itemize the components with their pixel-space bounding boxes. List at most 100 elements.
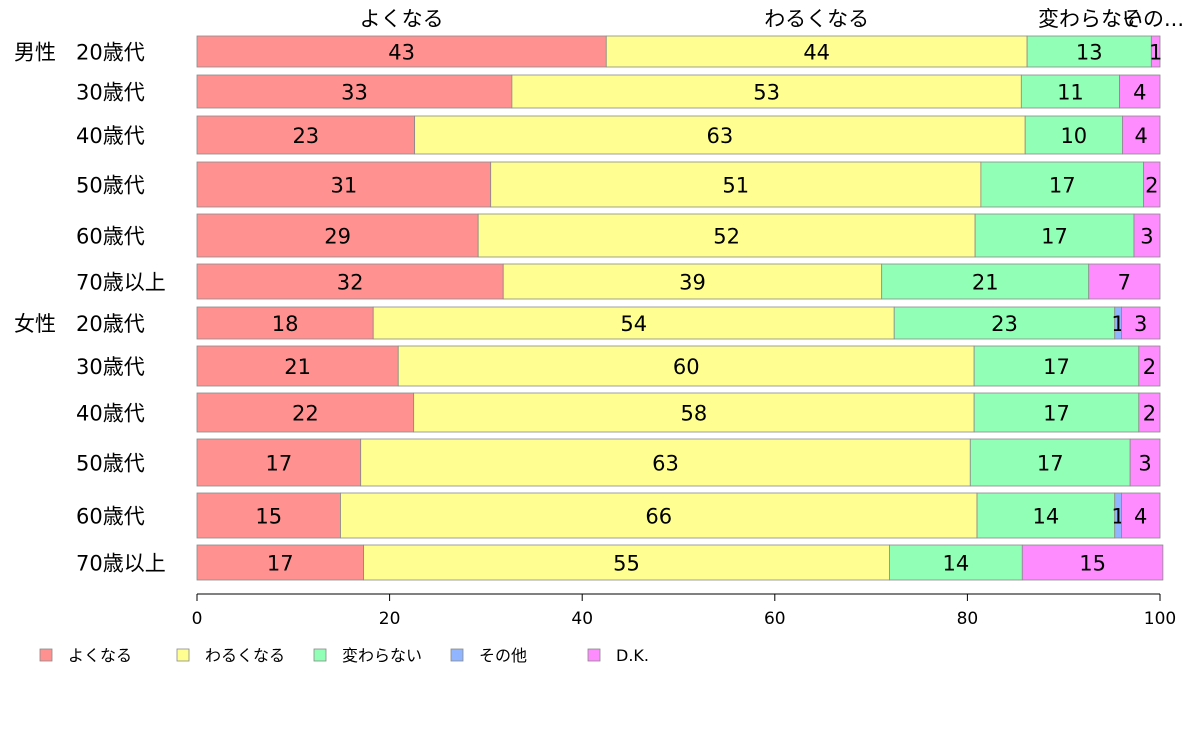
- data-label: 17: [265, 452, 292, 476]
- data-label: 17: [1037, 452, 1064, 476]
- category-label: 60歳代: [76, 505, 145, 529]
- bar-segment: [1138, 392, 1161, 433]
- data-label: 3: [1138, 452, 1151, 476]
- category-label: 40歳代: [76, 124, 145, 148]
- bar-segment: [196, 35, 607, 68]
- bar-segment: [980, 161, 1145, 208]
- data-label: 13: [1076, 41, 1103, 65]
- legend-label: わるくなる: [205, 646, 285, 665]
- bar-segment: [976, 492, 1116, 539]
- group-label: 男性: [14, 41, 56, 65]
- data-label: 17: [1043, 402, 1070, 426]
- bar-segment: [196, 74, 513, 109]
- bar-segment: [888, 544, 1023, 581]
- data-label: 18: [272, 312, 299, 336]
- bar-segment: [1119, 74, 1161, 109]
- data-label: 33: [341, 81, 368, 105]
- data-label: 54: [620, 312, 647, 336]
- top-label: よくなる: [360, 7, 444, 31]
- category-label: 20歳代: [76, 312, 145, 336]
- bar-segment: [1021, 544, 1164, 581]
- data-label: 44: [803, 41, 830, 65]
- top-label: 変わらない: [1038, 7, 1143, 31]
- data-label: 63: [652, 452, 679, 476]
- legend-swatch: [313, 648, 327, 662]
- data-label: 60: [673, 355, 700, 379]
- bar-segment: [1020, 74, 1120, 109]
- bar-segment: [1121, 492, 1161, 539]
- bar-segment: [1121, 306, 1161, 340]
- bar-segment: [414, 115, 1026, 155]
- data-label: 31: [330, 174, 357, 198]
- data-label: 17: [1049, 174, 1076, 198]
- category-label: 30歳代: [76, 355, 145, 379]
- bar-segment: [196, 392, 415, 433]
- legend-swatch: [39, 648, 53, 662]
- legend-label: 変わらない: [342, 646, 422, 665]
- data-label: 21: [972, 271, 999, 295]
- data-label: 58: [681, 402, 708, 426]
- data-label: 51: [722, 174, 749, 198]
- bar-segment: [605, 35, 1028, 68]
- data-label: 14: [942, 552, 969, 576]
- data-label: 17: [1041, 225, 1068, 249]
- bar-segment: [196, 161, 492, 208]
- category-label: 30歳代: [76, 81, 145, 105]
- data-label: 11: [1057, 81, 1084, 105]
- category-label: 70歳以上: [76, 271, 166, 295]
- data-label: 14: [1033, 505, 1060, 529]
- top-label: わるくなる: [764, 7, 869, 31]
- bar-segment: [196, 492, 341, 539]
- data-label: 3: [1134, 312, 1147, 336]
- data-label: 53: [753, 81, 780, 105]
- data-label: 52: [713, 225, 740, 249]
- data-label: 15: [1079, 552, 1106, 576]
- legend-swatch: [587, 648, 601, 662]
- bar-segment: [196, 263, 504, 300]
- legend-swatch: [176, 648, 190, 662]
- data-label: 63: [707, 124, 734, 148]
- bar-segment: [1129, 438, 1161, 487]
- data-label: 29: [324, 225, 351, 249]
- category-label: 40歳代: [76, 402, 145, 426]
- x-tick-label: 100: [1144, 609, 1176, 629]
- bar-segment: [363, 544, 890, 581]
- bar-segment: [372, 306, 895, 340]
- category-label: 60歳代: [76, 225, 145, 249]
- data-label: 2: [1143, 355, 1156, 379]
- bar-segment: [511, 74, 1022, 109]
- data-label: 17: [267, 552, 294, 576]
- data-label: 1: [1149, 41, 1162, 65]
- x-tick-label: 80: [957, 609, 979, 629]
- category-label: 50歳代: [76, 452, 145, 476]
- bar-segment: [196, 213, 479, 258]
- category-label: 50歳代: [76, 174, 145, 198]
- data-label: 2: [1145, 174, 1158, 198]
- data-label: 43: [388, 41, 415, 65]
- data-label: 23: [292, 124, 319, 148]
- data-label: 15: [255, 505, 282, 529]
- bar-segment: [477, 213, 976, 258]
- bar-segment: [973, 392, 1140, 433]
- x-tick-label: 60: [764, 609, 786, 629]
- legend-swatch: [450, 648, 464, 662]
- top-label: その...: [1122, 7, 1184, 31]
- x-tick-label: 20: [379, 609, 401, 629]
- bar-segment: [340, 492, 978, 539]
- bar-segment: [1024, 115, 1123, 155]
- x-tick-label: 40: [571, 609, 593, 629]
- data-label: 7: [1118, 271, 1131, 295]
- data-label: 23: [991, 312, 1018, 336]
- bar-segment: [196, 345, 399, 387]
- bar-segment: [196, 438, 362, 487]
- data-label: 3: [1140, 225, 1153, 249]
- bar-segment: [1150, 35, 1161, 68]
- category-label: 20歳代: [76, 41, 145, 65]
- data-label: 2: [1143, 402, 1156, 426]
- bar-segment: [974, 213, 1135, 258]
- legend-label: よくなる: [68, 646, 132, 665]
- group-label: 女性: [14, 312, 56, 336]
- data-label: 4: [1134, 505, 1147, 529]
- bar-segment: [196, 115, 416, 155]
